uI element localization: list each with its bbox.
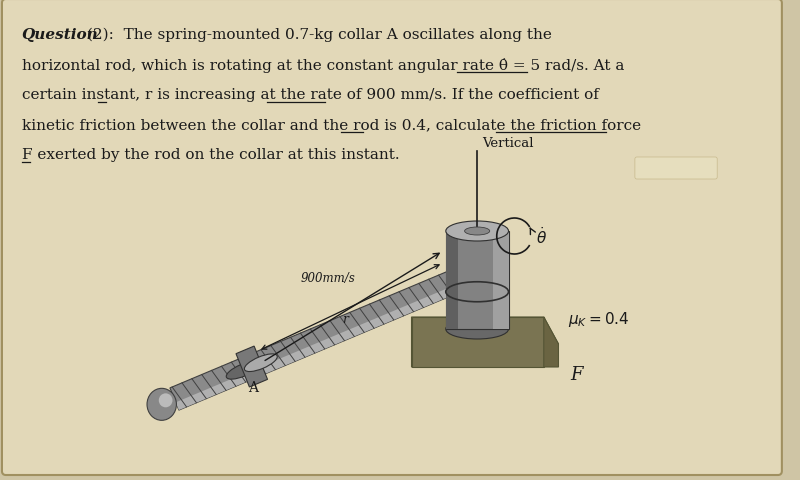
Ellipse shape: [226, 362, 259, 379]
Text: F exerted by the rod on the collar at this instant.: F exerted by the rod on the collar at th…: [22, 148, 399, 162]
Text: Question: Question: [22, 28, 98, 42]
Ellipse shape: [158, 394, 173, 408]
Bar: [446, 231, 509, 329]
Polygon shape: [236, 347, 267, 387]
Ellipse shape: [147, 388, 177, 420]
Polygon shape: [170, 272, 455, 410]
Text: A: A: [248, 380, 258, 394]
Bar: [446, 231, 458, 329]
Text: $\mu_K{=}0.4$: $\mu_K{=}0.4$: [568, 310, 630, 329]
Ellipse shape: [465, 228, 490, 236]
Ellipse shape: [446, 319, 509, 339]
Text: r: r: [342, 312, 349, 325]
FancyBboxPatch shape: [2, 0, 782, 475]
Text: kinetic friction between the collar and the rod is 0.4, calculate the friction f: kinetic friction between the collar and …: [22, 118, 641, 132]
Text: 900mm/s: 900mm/s: [301, 272, 356, 285]
Text: (2):  The spring-mounted 0.7-kg collar A oscillates along the: (2): The spring-mounted 0.7-kg collar A …: [82, 28, 552, 42]
Ellipse shape: [244, 354, 278, 372]
Polygon shape: [544, 317, 558, 367]
Bar: [493, 231, 509, 329]
Ellipse shape: [446, 222, 509, 241]
Polygon shape: [176, 287, 455, 410]
Text: horizontal rod, which is rotating at the constant angular rate θ̇ = 5 rad/s. At : horizontal rod, which is rotating at the…: [22, 58, 624, 72]
Polygon shape: [411, 317, 544, 367]
Polygon shape: [411, 317, 558, 344]
FancyBboxPatch shape: [635, 157, 717, 180]
Text: Vertical: Vertical: [482, 137, 534, 150]
Text: $\dot{\theta}$: $\dot{\theta}$: [536, 226, 547, 247]
Polygon shape: [411, 317, 426, 367]
Text: F: F: [570, 365, 582, 383]
Text: certain instant, r is increasing at the rate of 900 mm/s. If the coefficient of: certain instant, r is increasing at the …: [22, 88, 598, 102]
